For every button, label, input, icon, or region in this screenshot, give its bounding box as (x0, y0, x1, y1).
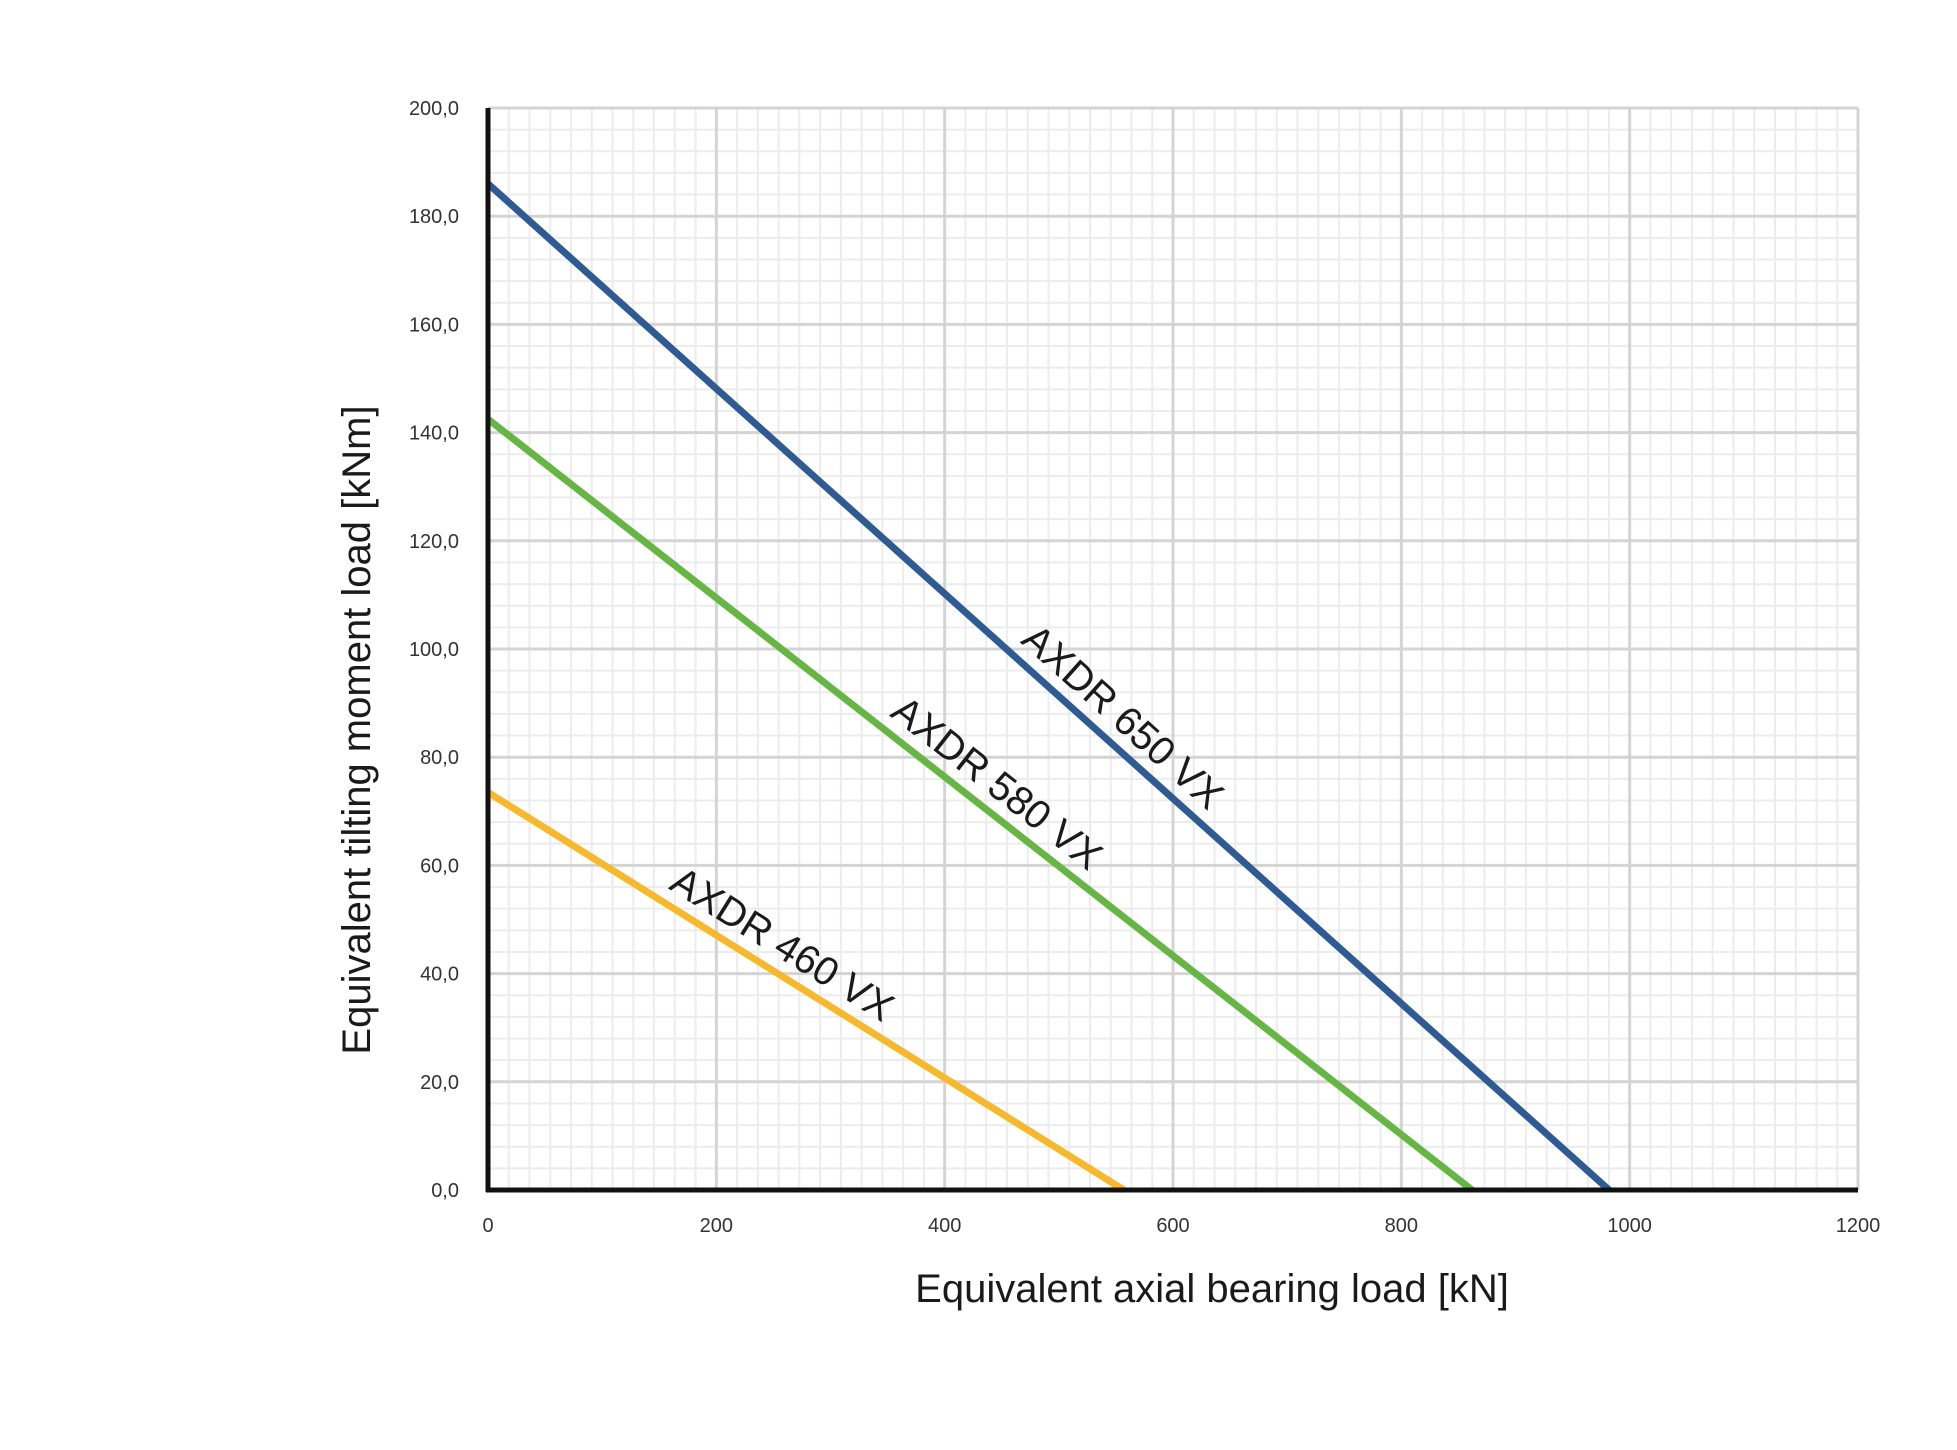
x-axis-title: Equivalent axial bearing load [kN] (915, 1267, 1509, 1311)
x-tick-label: 200 (700, 1215, 733, 1237)
series-line-1 (485, 181, 1612, 1193)
series-lines (485, 181, 1612, 1193)
y-tick-label: 80,0 (420, 747, 459, 769)
x-tick-labels: 0 200 400 600 800 1000 1200 (482, 1215, 1880, 1237)
y-tick-label: 160,0 (409, 314, 459, 336)
y-tick-labels: 0,0 20,0 40,0 60,0 80,0 100,0 120,0 140,0 160,0 1… (409, 98, 459, 1202)
y-tick-label: 140,0 (409, 423, 459, 445)
series-line-3 (486, 789, 1126, 1193)
y-tick-label: 0,0 (431, 1180, 459, 1202)
y-tick-label: 100,0 (409, 639, 459, 661)
y-tick-label: 200,0 (409, 98, 459, 120)
x-tick-label: 1200 (1836, 1215, 1881, 1237)
series-line-2 (485, 416, 1475, 1193)
y-tick-label: 20,0 (420, 1072, 459, 1094)
y-tick-label: 180,0 (409, 206, 459, 228)
x-tick-label: 400 (928, 1215, 961, 1237)
axes (485, 108, 1858, 1193)
x-tick-label: 800 (1385, 1215, 1418, 1237)
y-tick-label: 60,0 (420, 855, 459, 877)
x-tick-label: 600 (1156, 1215, 1189, 1237)
y-tick-label: 40,0 (420, 964, 459, 986)
x-tick-label: 1000 (1607, 1215, 1652, 1237)
y-axis-title: Equivalent tilting moment load [kNm] (335, 405, 379, 1054)
y-tick-label: 120,0 (409, 531, 459, 553)
x-tick-label: 0 (482, 1215, 493, 1237)
